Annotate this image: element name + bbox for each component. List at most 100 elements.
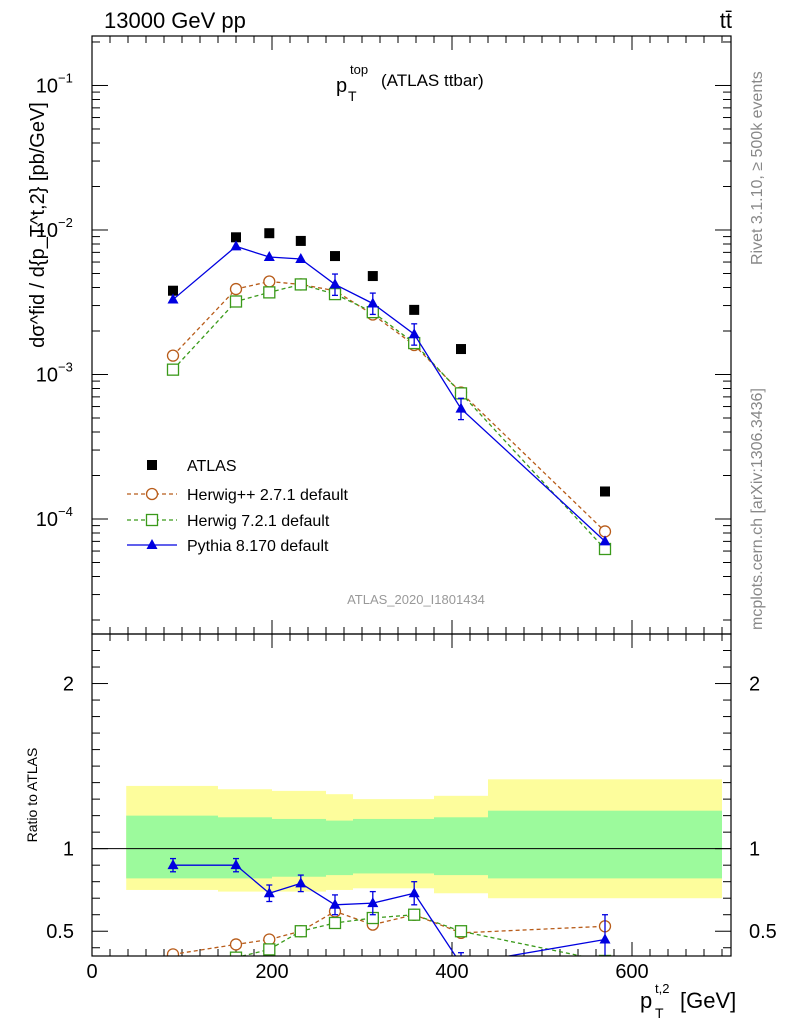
- x-axis-label-main: p: [640, 988, 652, 1013]
- ratio-point-pythia: [599, 933, 611, 944]
- data-point-atlas: [367, 271, 378, 282]
- ratio-tick-labels: 0.5 0.5 1 1 2 2 0 200 400 600: [46, 674, 777, 983]
- legend-label-pythia: Pythia 8.170 default: [187, 538, 329, 555]
- ratio-band-inner: [353, 818, 434, 874]
- main-y-tick-label-base: 10: [36, 75, 58, 97]
- main-y-tick-label-exponent: −1: [58, 70, 73, 85]
- data-point-pythia: [295, 252, 307, 263]
- ratio-point-herwig7: [454, 925, 468, 938]
- ratio-point-pythia: [367, 897, 379, 908]
- x-tick-label: 200: [255, 961, 288, 983]
- ratio-point-pythia: [329, 898, 341, 909]
- data-point-atlas: [456, 344, 466, 355]
- legend-label-herwig7: Herwig 7.2.1 default: [187, 513, 330, 530]
- ratio-plot-panel: 0.5 0.51 12 20 200 400 600 Ratio to ATLAS p T …: [24, 633, 777, 1021]
- ratio-band-inner: [272, 818, 326, 877]
- ratio-axis-ticks: [91, 634, 731, 956]
- ratio-y-tick-label-right: 1: [749, 839, 760, 861]
- main-plot-panel: 10−410−310−210−1 p top T (ATLAS ttbar) A…: [27, 35, 732, 635]
- data-point-herwigpp: [598, 525, 612, 538]
- ratio-point-herwig7: [408, 908, 421, 921]
- legend-entry-herwigpp: Herwig++ 2.7.1 default: [127, 487, 349, 504]
- x-tick-label: 400: [435, 961, 468, 983]
- plot-title-suffix: (ATLAS ttbar): [381, 71, 484, 90]
- ratio-point-pythia: [295, 877, 307, 888]
- main-y-tick-label-exponent: −4: [58, 504, 73, 519]
- data-point-herwig7: [263, 286, 276, 299]
- ratio-point-herwig7: [328, 916, 342, 930]
- data-point-atlas: [168, 285, 178, 296]
- series-line-2: [172, 283, 606, 550]
- plot-title-subscript: T: [348, 88, 357, 104]
- ratio-uncertainty-bands: [126, 779, 722, 899]
- ratio-point-pythia: [408, 887, 420, 898]
- plot-title-main: p: [336, 75, 347, 97]
- main-y-tick-label-exponent: −3: [58, 359, 73, 374]
- main-y-tick-label-base: 10: [36, 364, 58, 386]
- legend-label-herwigpp: Herwig++ 2.7.1 default: [187, 487, 349, 504]
- ratio-series-group: [166, 857, 612, 973]
- legend-marker-herwig7: [145, 513, 159, 527]
- data-point-pythia: [599, 535, 611, 546]
- ratio-point-herwigpp: [229, 938, 243, 951]
- ratio-y-tick-label-right: 0.5: [749, 921, 777, 943]
- ratio-point-pythia: [230, 859, 242, 870]
- ratio-point-herwig7: [263, 943, 276, 956]
- x-axis-label-superscript: t,2: [655, 981, 669, 996]
- ratio-y-tick-label-right: 2: [749, 674, 760, 696]
- legend-marker-herwigpp: [145, 487, 159, 501]
- data-point-atlas: [330, 251, 340, 262]
- ratio-point-pythia: [167, 859, 179, 870]
- legend-entry-pythia: Pythia 8.170 default: [127, 538, 329, 555]
- data-point-herwigpp: [229, 282, 243, 296]
- legend-label-atlas: ATLAS: [187, 458, 237, 475]
- ratio-y-axis-label: Ratio to ATLAS: [24, 748, 40, 843]
- legend-marker-atlas: [147, 460, 157, 470]
- ratio-point-herwigpp: [166, 948, 180, 956]
- x-tick-label: 0: [86, 961, 97, 983]
- x-axis-label-subscript: T: [655, 1005, 664, 1021]
- data-point-herwigpp: [263, 275, 276, 288]
- data-point-herwigpp: [166, 349, 180, 362]
- ratio-point-herwig7: [294, 925, 307, 938]
- energy-label: 13000 GeV pp: [104, 8, 246, 33]
- data-point-pythia: [167, 293, 179, 304]
- ratio-plot-frame: [91, 633, 732, 957]
- legend: ATLAS Herwig++ 2.7.1 default Herwig 7.2.…: [127, 458, 349, 555]
- data-point-atlas: [264, 228, 275, 239]
- ratio-band-inner: [218, 817, 272, 879]
- rivet-version-label: Rivet 3.1.10, ≥ 500k events: [749, 71, 766, 265]
- main-y-tick-label-base: 10: [36, 220, 58, 242]
- ratio-point-herwig7: [168, 962, 179, 973]
- data-point-atlas: [231, 232, 241, 243]
- ratio-y-tick-label-left: 0.5: [46, 921, 74, 943]
- process-label: tt̄: [720, 8, 732, 33]
- main-y-tick-label-base: 10: [36, 509, 58, 531]
- mcplots-label: mcplots.cern.ch [arXiv:1306.3436]: [749, 388, 766, 630]
- x-axis-label-suffix: [GeV]: [680, 988, 736, 1013]
- plot-title-superscript: top: [350, 62, 368, 77]
- data-point-atlas: [295, 235, 306, 246]
- ratio-band-inner: [488, 810, 722, 879]
- data-point-herwig7: [229, 295, 243, 308]
- main-y-axis-label: dσ^fid / d{p_T^t,2} [pb/GeV]: [27, 102, 49, 348]
- legend-marker-pythia: [146, 539, 158, 549]
- ratio-band-inner: [434, 817, 488, 876]
- data-point-pythia: [230, 240, 242, 251]
- data-point-herwig7: [454, 387, 468, 400]
- ratio-point-herwig7: [229, 951, 243, 956]
- main-series-group: [166, 228, 612, 556]
- x-tick-label: 600: [615, 961, 648, 983]
- data-point-herwig7: [294, 278, 307, 291]
- ratio-y-tick-label-left: 2: [63, 674, 74, 696]
- data-point-herwig7: [166, 363, 180, 376]
- ratio-band-inner: [326, 820, 353, 876]
- main-y-tick-label-exponent: −2: [58, 215, 73, 230]
- data-point-pythia: [263, 251, 275, 262]
- ratio-y-tick-label-left: 1: [63, 839, 74, 861]
- data-point-atlas: [409, 304, 420, 315]
- data-point-atlas: [600, 486, 610, 497]
- legend-entry-herwig7: Herwig 7.2.1 default: [127, 513, 330, 530]
- analysis-watermark: ATLAS_2020_I1801434: [347, 592, 485, 607]
- ratio-point-herwig7: [598, 954, 612, 956]
